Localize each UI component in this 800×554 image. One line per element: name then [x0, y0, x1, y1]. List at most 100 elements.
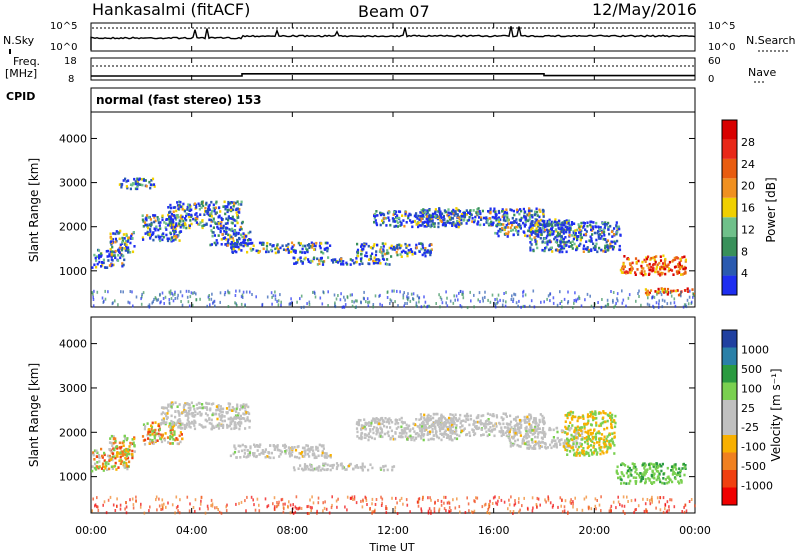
ground-scatter-cell — [339, 298, 342, 302]
range-gate-cell — [227, 241, 230, 245]
range-gate-cell — [598, 431, 601, 435]
range-gate-cell — [595, 416, 598, 420]
range-gate-cell — [180, 217, 183, 221]
range-gate-cell — [125, 454, 128, 457]
range-gate-cell — [593, 449, 596, 453]
ground-scatter-cell — [344, 505, 346, 509]
range-gate-cell — [541, 418, 544, 421]
range-gate-cell — [293, 455, 297, 459]
ytick-label: 4000 — [59, 132, 87, 145]
range-gate-cell — [103, 465, 106, 469]
range-gate-cell — [252, 453, 255, 457]
range-gate-cell — [283, 446, 286, 449]
range-gate-cell — [498, 421, 501, 425]
ground-scatter-cell — [635, 299, 637, 303]
range-gate-cell — [518, 418, 521, 422]
ground-scatter-cell — [380, 495, 382, 499]
range-gate-cell — [432, 222, 435, 226]
range-gate-cell — [541, 248, 544, 252]
range-gate-cell — [573, 452, 576, 455]
range-gate-cell — [114, 237, 117, 241]
range-gate-cell — [634, 480, 637, 483]
range-gate-cell — [550, 227, 553, 231]
range-gate-cell — [593, 231, 596, 235]
ground-scatter-cell — [381, 497, 384, 501]
range-gate-cell — [578, 231, 581, 234]
nsky-line — [90, 26, 696, 50]
range-gate-cell — [314, 244, 317, 248]
range-gate-cell — [111, 444, 114, 447]
range-gate-cell — [225, 228, 228, 232]
range-gate-cell — [504, 219, 507, 223]
range-gate-cell — [670, 269, 674, 272]
range-gate-cell — [344, 468, 347, 471]
range-gate-cell — [335, 467, 338, 471]
ground-scatter-cell — [185, 289, 188, 293]
range-gate-cell — [536, 229, 539, 232]
range-gate-cell — [379, 426, 382, 429]
range-gate-cell — [513, 427, 517, 431]
ground-scatter-cell — [175, 506, 178, 510]
range-gate-cell — [576, 419, 579, 423]
range-gate-cell — [605, 223, 608, 226]
range-gate-cell — [576, 228, 579, 232]
range-gate-cell — [122, 263, 125, 267]
range-gate-cell — [590, 240, 593, 243]
range-gate-cell — [165, 406, 168, 410]
range-gate-cell — [182, 226, 185, 229]
range-gate-cell — [541, 223, 544, 227]
freq-unit-label: [MHz] — [5, 67, 37, 80]
range-gate-cell — [564, 241, 567, 244]
range-gate-cell — [578, 454, 581, 457]
range-gate-cell — [600, 248, 603, 252]
range-gate-cell — [385, 425, 388, 429]
range-gate-cell — [326, 241, 329, 245]
range-gate-cell — [106, 249, 109, 253]
range-gate-cell — [402, 432, 405, 435]
range-gate-cell — [125, 243, 128, 247]
range-gate-cell — [641, 476, 645, 479]
ground-scatter-cell — [462, 292, 464, 296]
range-gate-cell — [562, 246, 566, 250]
range-gate-cell — [110, 264, 113, 268]
range-gate-cell — [403, 224, 406, 228]
range-gate-cell — [520, 216, 523, 220]
ground-scatter-cell — [272, 294, 275, 298]
range-gate-cell — [356, 421, 359, 424]
range-gate-cell — [300, 259, 303, 263]
range-gate-cell — [396, 253, 399, 257]
ytick-label: 1000 — [59, 265, 87, 278]
range-gate-cell — [519, 421, 522, 424]
range-gate-cell — [486, 419, 489, 422]
range-gate-cell — [620, 463, 623, 467]
range-gate-cell — [650, 473, 653, 477]
range-gate-cell — [434, 421, 437, 424]
range-gate-cell — [110, 255, 113, 258]
range-gate-cell — [153, 434, 156, 438]
range-gate-cell — [537, 427, 540, 430]
range-gate-cell — [532, 418, 536, 422]
range-gate-cell — [526, 433, 530, 436]
velocity-frame — [90, 316, 696, 514]
range-gate-cell — [602, 416, 605, 420]
ground-scatter-cell — [105, 511, 108, 515]
range-gate-cell — [205, 201, 208, 205]
range-gate-cell — [124, 437, 127, 440]
range-gate-cell — [607, 225, 610, 229]
range-gate-cell — [181, 215, 184, 219]
range-gate-cell — [384, 417, 387, 420]
range-gate-cell — [590, 228, 593, 232]
range-gate-cell — [566, 427, 569, 431]
range-gate-cell — [383, 216, 386, 220]
range-gate-cell — [460, 429, 464, 433]
range-gate-cell — [663, 291, 666, 294]
range-gate-cell — [459, 426, 462, 429]
range-gate-cell — [241, 405, 244, 409]
range-gate-cell — [528, 211, 531, 215]
range-gate-cell — [417, 433, 420, 436]
range-gate-cell — [437, 436, 441, 440]
range-gate-cell — [172, 221, 175, 224]
range-gate-cell — [290, 250, 293, 254]
range-gate-cell — [293, 468, 296, 472]
range-gate-cell — [485, 430, 488, 434]
